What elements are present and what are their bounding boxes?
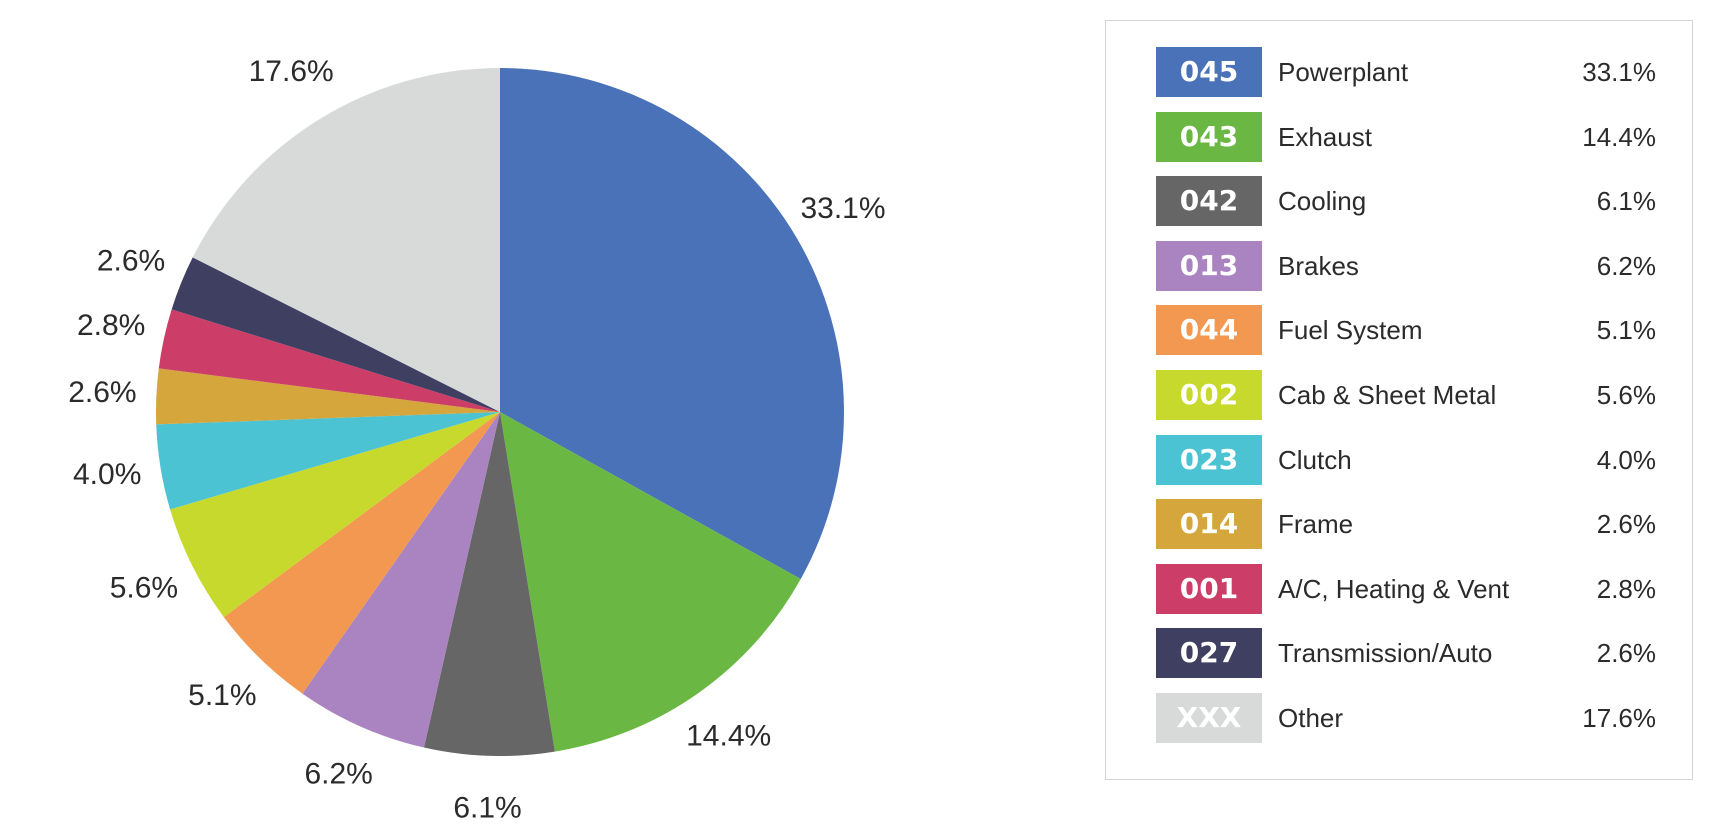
pie-slice-042 <box>423 412 555 756</box>
legend-item: 045 Powerplant 33.1% <box>1156 47 1656 97</box>
legend-code-badge: 001 <box>1156 563 1262 614</box>
slice-label-002: 5.6% <box>110 572 178 605</box>
pie-slice-002 <box>170 412 500 618</box>
legend-percent: 2.8% <box>1596 573 1656 604</box>
legend-label: Cooling <box>1278 186 1367 217</box>
slice-label-027: 2.6% <box>97 245 165 278</box>
legend-code-badge: 044 <box>1156 305 1262 356</box>
legend-percent: 17.6% <box>1582 703 1656 733</box>
pie-slice-013 <box>302 412 500 748</box>
legend-percent: 6.1% <box>1596 186 1656 217</box>
pie-slice-023 <box>156 412 500 510</box>
legend-code-badge: 043 <box>1156 111 1262 162</box>
legend-item: 042 Cooling 6.1% <box>1156 176 1656 227</box>
legend-label: A/C, Heating & Vent <box>1278 573 1510 604</box>
legend-item: 044 Fuel System 5.1% <box>1156 305 1656 356</box>
legend-code-badge: 013 <box>1156 240 1262 291</box>
pie-slice-xxx <box>192 68 500 412</box>
pie-slice-027 <box>171 257 500 412</box>
slice-label-043: 14.4% <box>686 720 771 753</box>
legend-label: Other <box>1278 703 1344 733</box>
legend-label: Powerplant <box>1278 57 1409 87</box>
legend-code-badge: XXX <box>1156 693 1262 743</box>
legend-percent: 2.6% <box>1596 638 1656 669</box>
pie-slice-001 <box>158 309 500 412</box>
legend-item: 023 Clutch 4.0% <box>1156 434 1656 485</box>
slice-label-044: 5.1% <box>188 679 256 712</box>
slice-label-001: 2.8% <box>77 309 145 342</box>
legend-code-badge: 027 <box>1156 628 1262 679</box>
legend-code-badge: 045 <box>1156 47 1262 97</box>
legend-label: Cab & Sheet Metal <box>1278 380 1497 410</box>
legend-code-badge: 042 <box>1156 176 1262 227</box>
chart-legend: 045 Powerplant 33.1% 043 Exhaust 14.4% 042 Cool… <box>1105 20 1693 780</box>
legend-item: 043 Exhaust 14.4% <box>1156 111 1656 162</box>
slice-label-042: 6.1% <box>453 792 521 825</box>
pie-slice-014 <box>156 368 500 425</box>
legend-label: Brakes <box>1278 250 1359 281</box>
legend-label: Frame <box>1278 509 1354 540</box>
legend-percent: 5.6% <box>1596 380 1656 410</box>
legend-percent: 4.0% <box>1596 444 1656 475</box>
pie-slice-044 <box>223 412 500 694</box>
legend-label: Exhaust <box>1278 121 1372 152</box>
legend-percent: 2.6% <box>1596 509 1656 540</box>
legend-item: XXX Other 17.6% <box>1156 693 1656 743</box>
legend-percent: 33.1% <box>1582 57 1656 87</box>
slice-label-013: 6.2% <box>304 758 372 791</box>
legend-code-badge: 023 <box>1156 434 1262 485</box>
legend-item: 014 Frame 2.6% <box>1156 499 1656 550</box>
slice-label-014: 2.6% <box>68 376 136 409</box>
legend-item: 027 Transmission/Auto 2.6% <box>1156 628 1656 679</box>
legend-item: 013 Brakes 6.2% <box>1156 240 1656 291</box>
slice-label-xxx: 17.6% <box>249 55 334 88</box>
legend-percent: 14.4% <box>1582 121 1656 152</box>
pie-slice-043 <box>500 412 801 752</box>
legend-label: Transmission/Auto <box>1278 638 1493 669</box>
legend-percent: 5.1% <box>1596 315 1656 346</box>
legend-label: Fuel System <box>1278 315 1423 346</box>
slice-label-023: 4.0% <box>73 458 141 491</box>
legend-item: 001 A/C, Heating & Vent 2.8% <box>1156 563 1656 614</box>
legend-percent: 6.2% <box>1596 250 1656 281</box>
legend-item: 002 Cab & Sheet Metal 5.6% <box>1156 370 1656 420</box>
slice-label-045: 33.1% <box>800 192 885 225</box>
pie-slice-045 <box>500 68 844 579</box>
legend-code-badge: 002 <box>1156 370 1262 420</box>
legend-code-badge: 014 <box>1156 499 1262 550</box>
legend-label: Clutch <box>1278 444 1352 475</box>
